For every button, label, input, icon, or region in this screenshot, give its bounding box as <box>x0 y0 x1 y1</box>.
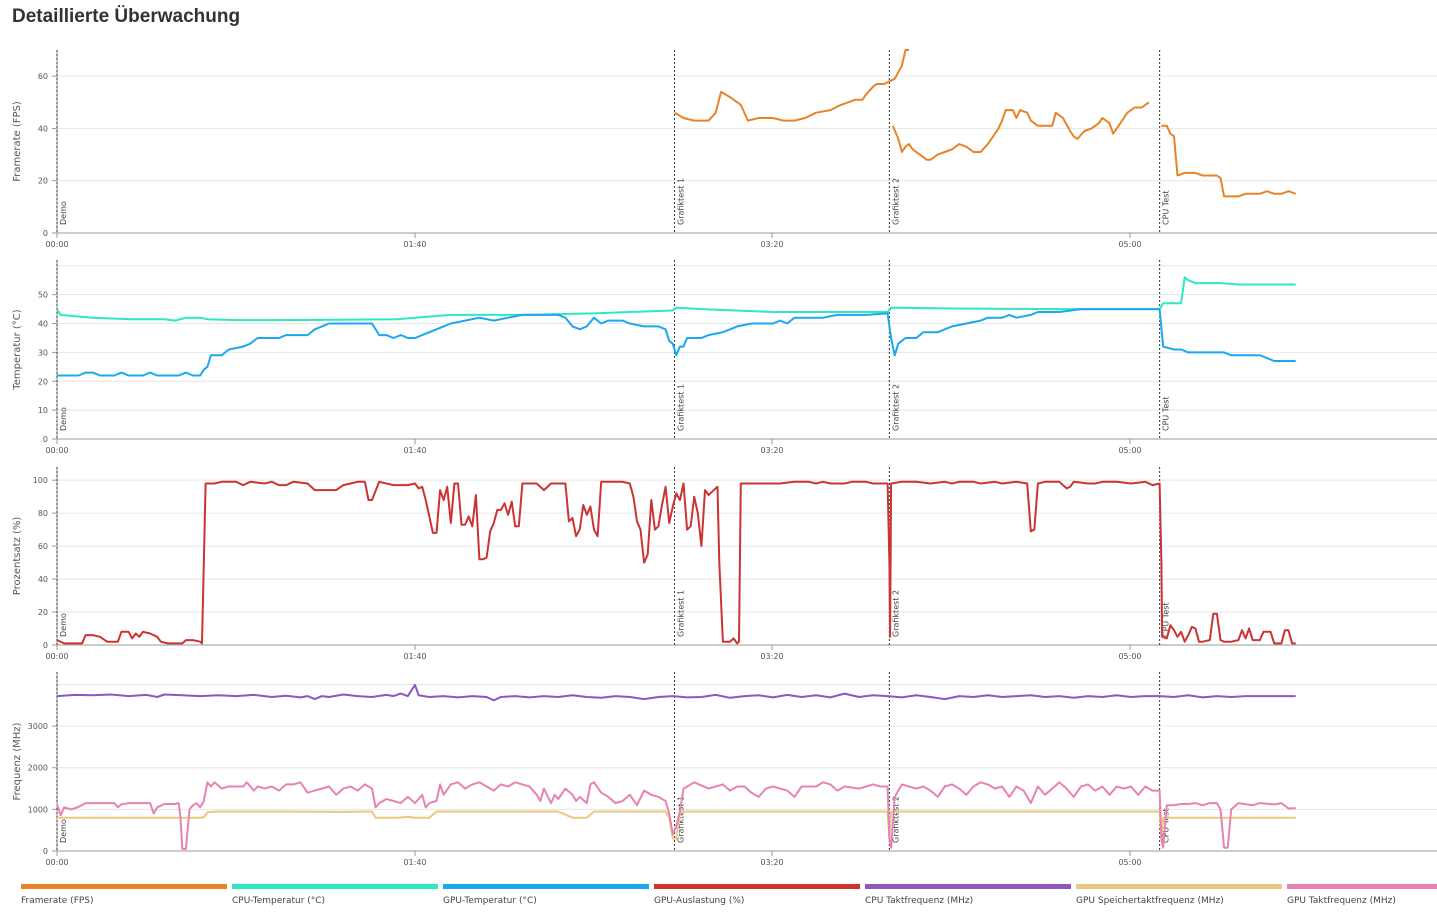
series-line <box>56 276 1296 322</box>
series-line <box>56 781 1296 850</box>
legend-label: GPU Speichertaktfrequenz (MHz) <box>1076 896 1224 906</box>
y-tick-label: 20 <box>38 608 48 617</box>
phase-marker-label: CPU Test <box>1162 396 1171 431</box>
series-line <box>56 480 1296 645</box>
x-tick-label: 05:00 <box>1118 858 1141 867</box>
legend-label: CPU Taktfrequenz (MHz) <box>865 896 974 906</box>
legend-label: GPU Taktfrequenz (MHz) <box>1287 896 1396 906</box>
phase-marker-label: Grafiktest 2 <box>891 796 900 843</box>
series-line <box>57 810 1296 840</box>
series-line <box>1161 124 1297 198</box>
legend-swatch <box>1287 884 1437 889</box>
y-tick-label: 100 <box>33 476 48 485</box>
legend-item[interactable]: GPU-Temperatur (°C) <box>443 884 649 906</box>
x-tick-label: 05:00 <box>1118 446 1141 455</box>
phase-marker-label: Grafiktest 1 <box>677 178 686 225</box>
x-tick-label: 03:20 <box>760 240 783 249</box>
y-tick-label: 2000 <box>28 764 48 773</box>
y-tick-label: 40 <box>38 575 48 584</box>
y-tick-label: 20 <box>38 377 48 386</box>
phase-marker-label: Grafiktest 2 <box>891 384 900 431</box>
x-tick-label: 01:40 <box>403 446 426 455</box>
phase-marker-label: Grafiktest 1 <box>677 590 686 637</box>
chart-panel-1: 0 20 40 60 00:00 01:40 03:20 05:00 Framerate (FP… <box>12 49 1437 249</box>
legend-item[interactable]: CPU-Temperatur (°C) <box>232 884 438 906</box>
legend-label: GPU-Auslastung (%) <box>654 896 745 906</box>
x-tick-label: 01:40 <box>403 652 426 661</box>
chart-panel-4: 0 1000 2000 3000 00:00 01:40 03:20 05:00 Frequen… <box>12 672 1437 867</box>
x-tick-label: 00:00 <box>45 446 68 455</box>
y-tick-label: 20 <box>38 177 48 186</box>
legend-swatch <box>654 884 860 889</box>
x-tick-label: 05:00 <box>1118 240 1141 249</box>
x-tick-label: 01:40 <box>403 240 426 249</box>
y-tick-label: 0 <box>43 847 48 856</box>
x-tick-label: 03:20 <box>760 446 783 455</box>
phase-marker-label: Demo <box>59 201 68 225</box>
series-line <box>891 101 1150 161</box>
x-tick-label: 03:20 <box>760 652 783 661</box>
y-tick-label: 0 <box>43 641 48 650</box>
x-tick-label: 03:20 <box>760 858 783 867</box>
y-axis-label: Framerate (FPS) <box>12 101 23 182</box>
phase-marker-label: Grafiktest 1 <box>677 796 686 843</box>
phase-marker-label: Grafiktest 2 <box>891 590 900 637</box>
series-line <box>57 308 1296 377</box>
series-line <box>674 49 909 122</box>
y-tick-label: 0 <box>43 435 48 444</box>
phase-marker-label: Demo <box>59 819 68 843</box>
legend-item[interactable]: CPU Taktfrequenz (MHz) <box>865 884 1071 906</box>
legend-item[interactable]: GPU Taktfrequenz (MHz) <box>1287 884 1437 906</box>
x-tick-label: 00:00 <box>45 858 68 867</box>
legend-label: CPU-Temperatur (°C) <box>232 896 326 906</box>
phase-marker-label: Demo <box>59 407 68 431</box>
legend-item[interactable]: GPU-Auslastung (%) <box>654 884 860 906</box>
y-tick-label: 3000 <box>28 722 48 731</box>
y-tick-label: 50 <box>38 291 48 300</box>
y-tick-label: 40 <box>38 320 48 329</box>
monitoring-charts: 0 20 40 60 00:00 01:40 03:20 05:00 Framerate (FP… <box>12 49 1437 867</box>
x-tick-label: 05:00 <box>1118 652 1141 661</box>
legend-label: Framerate (FPS) <box>21 896 94 906</box>
phase-marker-label: CPU Test <box>1162 190 1171 225</box>
phase-marker-label: Grafiktest 2 <box>891 178 900 225</box>
y-tick-label: 40 <box>38 124 48 133</box>
phase-marker-label: Grafiktest 1 <box>677 384 686 431</box>
legend-swatch <box>21 884 227 889</box>
chart-panel-3: 0 20 40 60 80 100 00:00 01:40 03:20 05:00 Prozents… <box>12 467 1437 661</box>
legend-label: GPU-Temperatur (°C) <box>443 896 537 906</box>
legend-swatch <box>232 884 438 889</box>
page-title: Detaillierte Überwachung <box>12 6 241 27</box>
legend-swatch <box>1076 884 1282 889</box>
phase-marker-label: Demo <box>59 613 68 637</box>
y-tick-label: 30 <box>38 348 48 357</box>
y-tick-label: 60 <box>38 542 48 551</box>
y-axis-label: Frequenz (MHz) <box>12 722 23 800</box>
x-tick-label: 00:00 <box>45 652 68 661</box>
y-tick-label: 60 <box>38 72 48 81</box>
chart-panel-2: 0 10 20 30 40 50 00:00 01:40 03:20 05:00 Temperatu… <box>12 260 1437 455</box>
chart-legend: Framerate (FPS) CPU-Temperatur (°C) GPU-Te… <box>21 884 1437 914</box>
legend-swatch <box>865 884 1071 889</box>
legend-item[interactable]: Framerate (FPS) <box>21 884 227 906</box>
phase-marker-label: CPU Test <box>1162 808 1171 843</box>
y-tick-label: 1000 <box>28 805 48 814</box>
y-tick-label: 80 <box>38 509 48 518</box>
y-axis-label: Temperatur (°C) <box>12 309 23 390</box>
legend-swatch <box>443 884 649 889</box>
x-tick-label: 00:00 <box>45 240 68 249</box>
series-line <box>56 683 1296 702</box>
y-tick-label: 0 <box>43 229 48 238</box>
legend-item[interactable]: GPU Speichertaktfrequenz (MHz) <box>1076 884 1282 906</box>
y-tick-label: 10 <box>38 406 48 415</box>
y-axis-label: Prozentsatz (%) <box>12 517 23 596</box>
phase-marker-label: CPU Test <box>1162 602 1171 637</box>
x-tick-label: 01:40 <box>403 858 426 867</box>
